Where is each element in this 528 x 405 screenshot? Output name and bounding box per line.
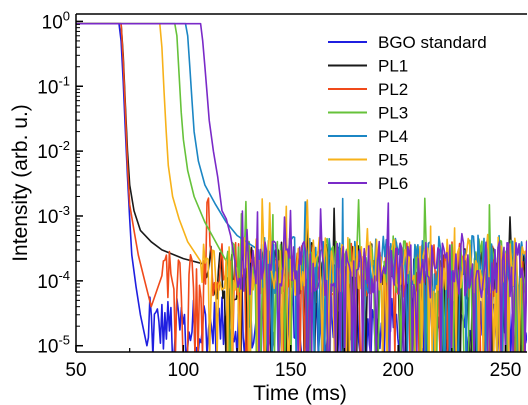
y-tick-label--4: 10-4 <box>37 268 70 293</box>
legend: BGO standard PL1 PL2 PL3 PL4 PL5 PL6 <box>328 33 487 193</box>
legend-label-1: PL1 <box>378 57 408 76</box>
y-tick-label--2: 10-2 <box>37 138 70 163</box>
series-line-pl1 <box>76 22 527 352</box>
series-line-pl6 <box>76 22 527 352</box>
y-tick-label-0: 100 <box>42 8 70 33</box>
legend-label-0: BGO standard <box>378 33 487 52</box>
y-tick-exponent: -4 <box>58 268 70 283</box>
y-tick-label--1: 10-1 <box>37 73 70 98</box>
y-tick-base: 10 <box>37 77 58 98</box>
legend-label-4: PL4 <box>378 127 408 146</box>
y-tick-base: 10 <box>37 337 58 358</box>
y-tick-exponent: -2 <box>58 138 70 153</box>
x-axis-label: Time (ms) <box>253 382 347 405</box>
y-tick-base: 10 <box>37 272 58 293</box>
legend-label-3: PL3 <box>378 104 408 123</box>
x-tick-label-50: 50 <box>65 360 86 381</box>
y-tick-label--5: 10-5 <box>37 333 70 358</box>
legend-label-5: PL5 <box>378 151 408 170</box>
legend-label-2: PL2 <box>378 80 408 99</box>
y-tick-exponent: 0 <box>63 8 70 23</box>
y-tick-base: 10 <box>37 142 58 163</box>
y-axis-label: Intensity (arb. u.) <box>9 104 32 262</box>
legend-label-6: PL6 <box>378 174 408 193</box>
x-tick-label-100: 100 <box>168 360 200 381</box>
y-tick-base: 10 <box>37 207 58 228</box>
y-tick-label--3: 10-3 <box>37 203 70 228</box>
series-layer <box>76 22 527 352</box>
x-tick-label-250: 250 <box>490 360 522 381</box>
y-tick-exponent: -3 <box>58 203 70 218</box>
y-tick-exponent: -5 <box>58 333 70 348</box>
y-tick-base: 10 <box>42 12 63 33</box>
x-tick-label-200: 200 <box>382 360 414 381</box>
y-tick-exponent: -1 <box>58 73 70 88</box>
x-tick-label-150: 150 <box>275 360 307 381</box>
